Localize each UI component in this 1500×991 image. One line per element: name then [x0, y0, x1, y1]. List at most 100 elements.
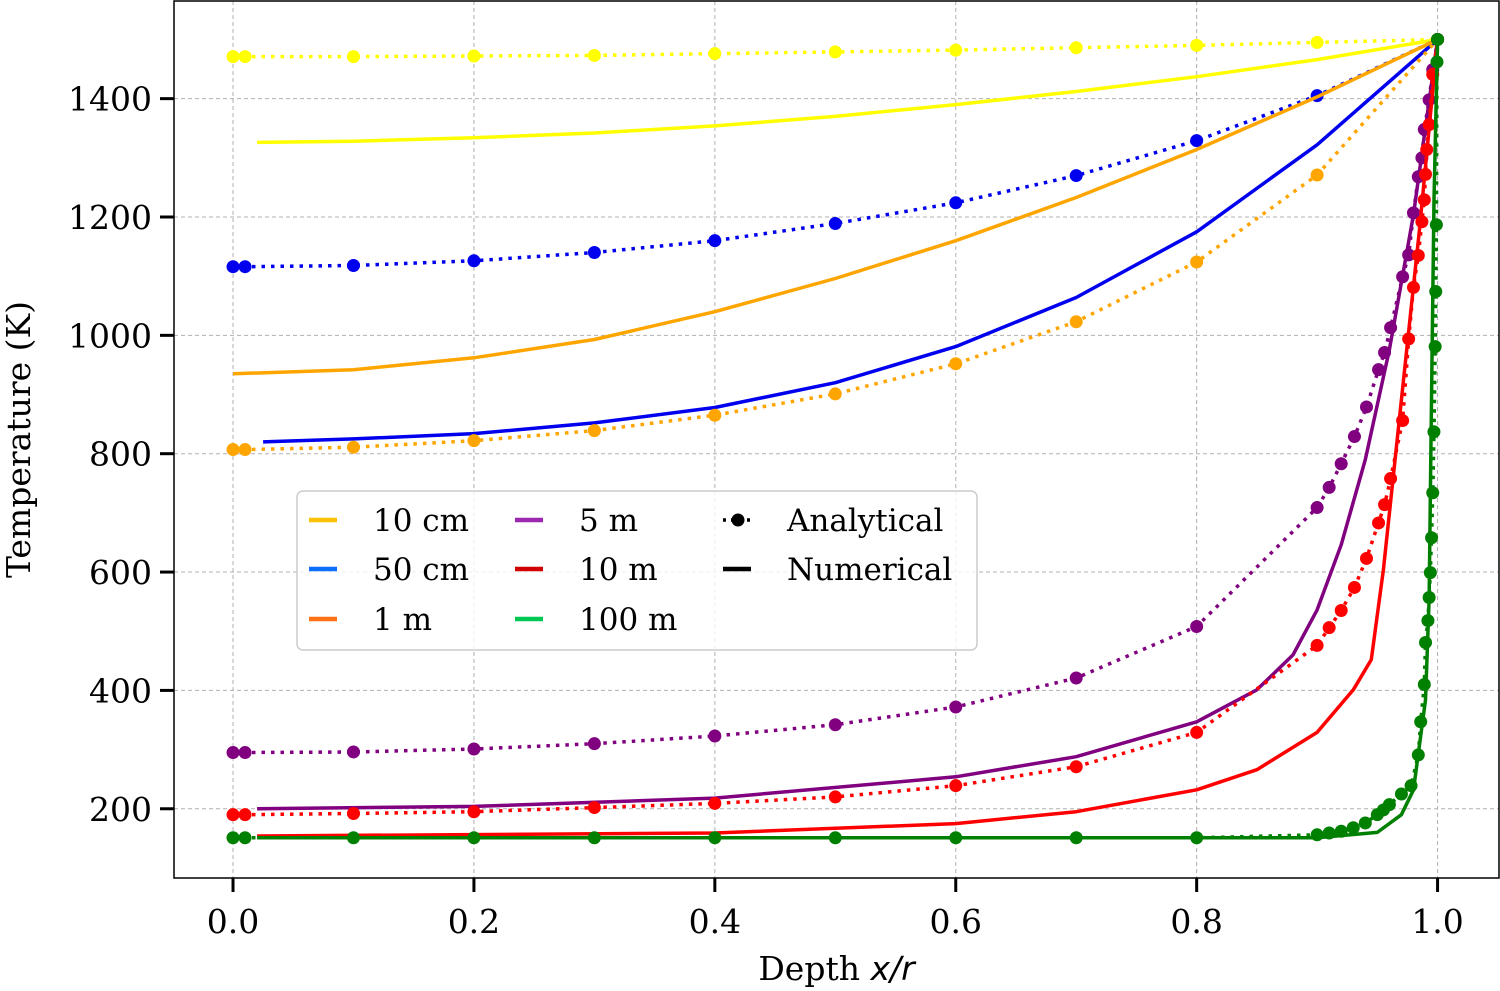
analytical-point [467, 831, 481, 845]
legend-label: 100 m [579, 602, 677, 638]
x-tick-label: 0.4 [689, 902, 741, 941]
analytical-point [1429, 285, 1443, 299]
analytical-point [1402, 248, 1416, 262]
analytical-point [226, 746, 240, 760]
analytical-point [1417, 193, 1431, 207]
analytical-point [828, 831, 842, 845]
x-tick-label: 0.6 [930, 902, 982, 941]
legend-item-1-m: 1 m [309, 602, 432, 638]
analytical-point [1069, 671, 1083, 685]
legend-box [296, 490, 978, 651]
analytical-point [1190, 38, 1204, 52]
analytical-point [226, 443, 240, 457]
analytical-point [1419, 167, 1433, 181]
analytical-line [233, 37, 1438, 59]
analytical-point [1322, 480, 1336, 494]
legend-item-100-m: 100 m [515, 602, 677, 638]
legend-label: 10 cm [373, 503, 469, 539]
legend-item-analytical: Analytical [723, 503, 943, 539]
analytical-point [467, 49, 481, 63]
analytical-point [467, 434, 481, 448]
analytical-point [708, 408, 722, 422]
numerical-line [257, 39, 1440, 840]
analytical-point [708, 831, 722, 845]
analytical-point [1190, 619, 1204, 633]
analytical-point [1394, 787, 1408, 801]
analytical-point [467, 805, 481, 819]
legend-swatch-marker [731, 513, 745, 527]
analytical-point [238, 443, 252, 457]
analytical-point [1396, 270, 1410, 284]
series-10-m [226, 32, 1445, 838]
numerical-line [257, 37, 1438, 145]
analytical-point [1396, 414, 1410, 428]
plot-frame [173, 0, 1500, 879]
analytical-point [226, 260, 240, 274]
x-axis-title: Depth x/r [758, 949, 917, 988]
y-tick-label: 600 [89, 553, 152, 592]
series-50-cm [226, 32, 1445, 444]
x-axis-title-italic: x/r [869, 949, 917, 988]
y-tick-label: 400 [89, 671, 152, 710]
analytical-point [1384, 472, 1398, 486]
analytical-point [1425, 531, 1439, 545]
analytical-point [1358, 816, 1372, 830]
analytical-point [1417, 677, 1431, 691]
analytical-point [226, 831, 240, 845]
analytical-point [346, 440, 360, 454]
legend-label: Analytical [786, 503, 943, 539]
analytical-point [708, 234, 722, 248]
analytical-point [1069, 315, 1083, 329]
analytical-point [238, 808, 252, 822]
analytical-point [1420, 143, 1434, 157]
y-axis-title: Temperature (K) [0, 301, 38, 578]
numerical-line [263, 38, 1439, 444]
y-tick-label: 800 [89, 435, 152, 474]
analytical-point [1069, 41, 1083, 55]
analytical-point [467, 254, 481, 268]
analytical-point [238, 746, 252, 760]
analytical-point [1310, 168, 1324, 182]
analytical-point [1372, 363, 1386, 377]
analytical-point [828, 387, 842, 401]
analytical-point [1322, 826, 1336, 840]
analytical-point [1190, 255, 1204, 269]
analytical-point [708, 47, 722, 61]
analytical-point [346, 259, 360, 273]
x-tick-label: 0.0 [207, 902, 259, 941]
analytical-point [949, 779, 963, 793]
analytical-point [1422, 118, 1436, 132]
analytical-point [346, 806, 360, 820]
analytical-point [587, 246, 601, 260]
analytical-point [1419, 635, 1433, 649]
analytical-point [1190, 134, 1204, 148]
ticks-layer: 0.0 0.2 0.4 0.6 0.8 1.0 200 400 600 800 1000 1200 14… [68, 80, 1464, 941]
analytical-point [346, 831, 360, 845]
analytical-point [346, 745, 360, 759]
analytical-point [1378, 346, 1392, 360]
analytical-point [1402, 332, 1416, 346]
analytical-point [1310, 828, 1324, 842]
numerical-line [232, 37, 1439, 376]
analytical-point [1404, 779, 1418, 793]
analytical-line [233, 39, 1440, 840]
analytical-point [1384, 321, 1398, 335]
series-10-cm [226, 32, 1445, 145]
analytical-point [1360, 400, 1373, 414]
analytical-line [233, 37, 1439, 269]
analytical-point [1346, 821, 1360, 835]
y-tick-label: 1000 [68, 316, 152, 355]
analytical-point [1069, 760, 1083, 774]
x-axis-title-text: Depth [758, 949, 870, 988]
analytical-point [828, 790, 842, 804]
legend-items: 10 cm 50 cm 1 m 5 m 10 m 100 m Analytical Numer… [309, 503, 952, 638]
analytical-point [1423, 566, 1437, 580]
y-tick-label: 1200 [68, 198, 152, 237]
analytical-point [1431, 32, 1445, 46]
analytical-point [949, 700, 963, 714]
analytical-point [1378, 498, 1392, 512]
analytical-point [949, 357, 963, 371]
legend-label: Numerical [787, 552, 952, 588]
analytical-point [828, 45, 842, 59]
analytical-point [346, 50, 360, 64]
